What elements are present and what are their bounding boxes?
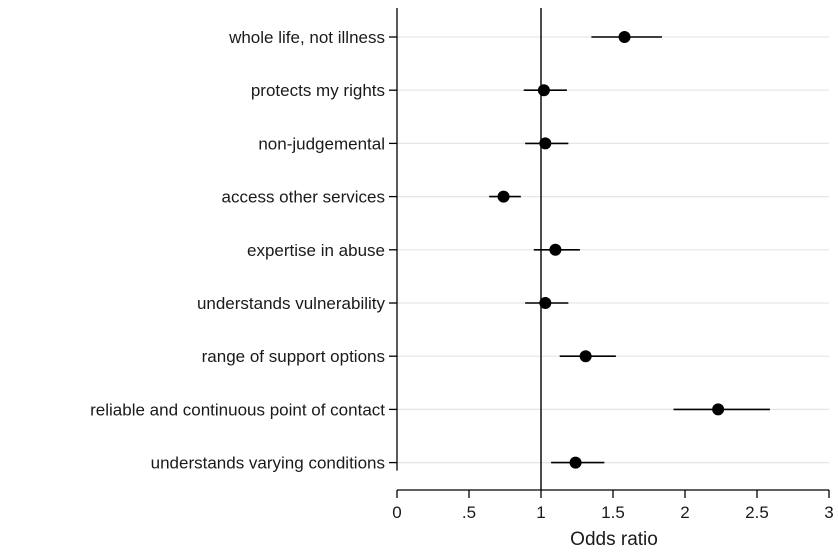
category-label: expertise in abuse [247, 241, 385, 260]
odds-ratio-point [497, 190, 510, 203]
x-tick-label: 0 [392, 503, 401, 522]
odds-ratio-point [539, 137, 552, 150]
odds-ratio-point [579, 350, 592, 363]
odds-ratio-points [497, 31, 725, 469]
odds-ratio-point [539, 297, 552, 309]
category-labels: whole life, not illness protects my right… [90, 28, 385, 473]
grid-lines [397, 36, 829, 464]
category-label: understands varying conditions [151, 454, 385, 473]
x-tick-label: 3 [824, 503, 833, 522]
category-label: non-judgemental [258, 134, 385, 153]
x-tick-label: 1 [536, 503, 545, 522]
x-tick-label: 2 [680, 503, 689, 522]
odds-ratio-point [569, 456, 582, 469]
x-tick-label: .5 [462, 503, 476, 522]
x-tick-label: 2.5 [745, 503, 769, 522]
odds-ratio-point [537, 84, 550, 97]
axes: 0 .5 1 1.5 2 2.5 3 [389, 8, 834, 522]
odds-ratio-point [618, 31, 631, 43]
x-tick-label: 1.5 [601, 503, 625, 522]
x-axis-label: Odds ratio [570, 529, 658, 550]
category-label: range of support options [202, 347, 385, 366]
category-label: whole life, not illness [228, 28, 385, 47]
category-label: access other services [222, 188, 385, 207]
category-label: understands vulnerability [197, 294, 386, 313]
odds-ratio-point [712, 403, 725, 416]
odds-ratio-point [549, 243, 562, 256]
category-label: reliable and continuous point of contact [90, 400, 385, 419]
category-label: protects my rights [251, 81, 385, 100]
